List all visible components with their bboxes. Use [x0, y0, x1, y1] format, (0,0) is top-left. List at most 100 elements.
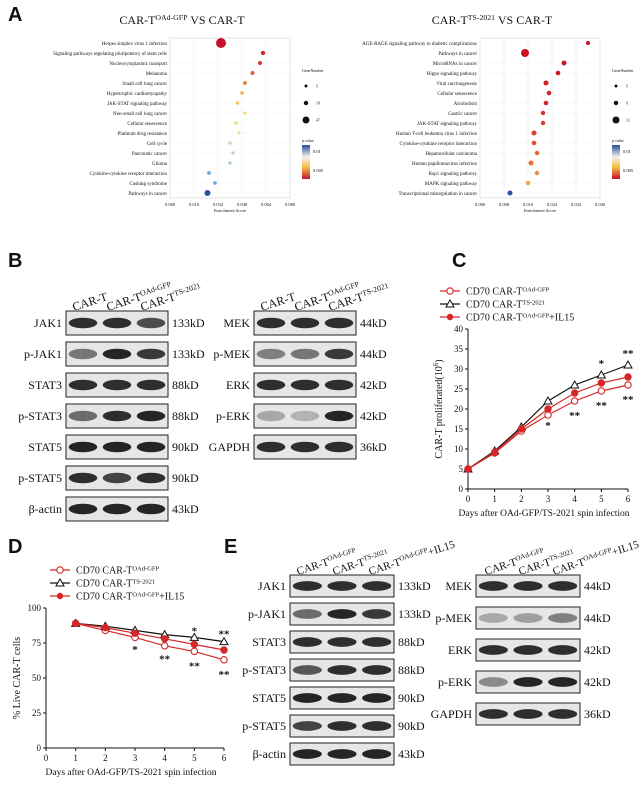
- left-plot-dot: [213, 181, 217, 185]
- blot-b-right-band: [290, 317, 320, 329]
- right-plot-dot: [531, 140, 537, 146]
- chart-c-point: [624, 373, 632, 381]
- chart-d-point: [160, 635, 169, 643]
- chart-c-xtick-label: 3: [546, 494, 551, 504]
- blot-b-right-band: [256, 441, 286, 453]
- blot-e-left-band: [362, 693, 392, 703]
- chart-d-ytick-label: 75: [32, 638, 42, 648]
- right-plot-term-label: Hippo signaling pathway: [427, 72, 478, 77]
- blot-b-left-protein-label: β-actin: [29, 502, 62, 516]
- right-plot-term-label: MicroRNAs in cancer: [433, 62, 477, 67]
- chart-c-ytick-label: 30: [454, 364, 464, 374]
- blot-b-left-protein-label: STAT3: [28, 378, 62, 392]
- chart-c-significance: **: [623, 394, 635, 406]
- right-plot-dot: [546, 90, 552, 96]
- chart-d-xtick-label: 2: [103, 753, 108, 763]
- blot-e-left-band: [362, 721, 392, 731]
- left-plot-legend-size: 10: [316, 101, 320, 106]
- chart-d-point: [160, 642, 169, 650]
- chart-d-legend-label: CD70 CAR-TTS-2021: [76, 578, 155, 590]
- left-plot-xtick: 0.000: [165, 202, 176, 207]
- right-plot-term-label: Pathways in cancer: [438, 52, 477, 57]
- right-plot-legend-dot: [614, 84, 618, 88]
- right-plot-dot: [521, 49, 529, 57]
- blot-e-right-protein-label: MEK: [445, 579, 472, 593]
- left-plot-term-label: Herpes simplex virus 1 infection: [102, 42, 168, 47]
- blot-e-right-box: [475, 606, 581, 630]
- right-plot-term-label: Viral carcinogenesis: [436, 82, 477, 87]
- blot-b-right: MEK 44kD p-MEK 44kD ERK 42kD p-ERK 42kD GAPDH 36k…: [209, 310, 387, 460]
- chart-c-legend-marker: [446, 287, 454, 295]
- blot-b-left-kd-label: 90kD: [172, 440, 199, 454]
- blot-e-left-band: [362, 749, 392, 759]
- blot-e-right-band: [548, 709, 578, 719]
- chart-d-significance: **: [189, 661, 201, 673]
- blot-e-left-band: [362, 581, 392, 591]
- left-plot-term-label: Melanoma: [146, 72, 168, 77]
- left-plot-term-label: Cytokine-cytokine receptor interaction: [90, 172, 168, 177]
- blot-b-right-band: [324, 317, 354, 329]
- left-plot-xtick: 0.080: [285, 202, 296, 207]
- blot-b-right-kd-label: 44kD: [360, 316, 387, 330]
- chart-d-xtick-label: 6: [222, 753, 227, 763]
- chart-d-xlabel: Days after OAd-GFP/TS-2021 spin infectio…: [46, 767, 217, 778]
- blot-b-right-band: [324, 441, 354, 453]
- chart-c-xlabel: Days after OAd-GFP/TS-2021 spin infectio…: [459, 508, 630, 519]
- right-plot-term-label: Hepatocellular carcinoma: [426, 152, 478, 157]
- left-plot-dot: [228, 161, 232, 165]
- chart-c-xtick-label: 4: [572, 494, 577, 504]
- blot-b-right-protein-label: MEK: [223, 316, 250, 330]
- blot-e-left-kd-label: 88kD: [398, 663, 425, 677]
- chart-d-point: [220, 646, 228, 654]
- blot-e-right-band: [478, 581, 508, 591]
- chart-d-point: [189, 632, 200, 641]
- panel-letter-d: D: [8, 536, 23, 558]
- blot-e-right-protein-label: p-MEK: [435, 611, 472, 625]
- blot-b-left-kd-label: 133kD: [172, 316, 205, 330]
- chart-c-point: [517, 425, 526, 433]
- right-plot-xtick: 0.040: [595, 202, 606, 207]
- chart-d-significance: **: [219, 628, 231, 640]
- blot-e-right-kd-label: 42kD: [584, 675, 611, 689]
- left-plot-term-label: JAK-STAT signaling pathway: [107, 102, 168, 107]
- chart-c-point: [597, 379, 606, 387]
- blot-e-right: MEK 44kD p-MEK 44kD ERK 42kD p-ERK 42kD GAPDH 36k…: [431, 574, 611, 726]
- left-plot-dot: [243, 111, 247, 115]
- blot-b-left-band: [102, 317, 132, 329]
- chart-d-point: [220, 656, 228, 664]
- left-plot-legend-dot: [304, 84, 308, 88]
- chart-c-ytick-label: 0: [459, 484, 464, 494]
- blot-e-left-band: [362, 665, 392, 675]
- blot-e-right-protein-label: ERK: [448, 643, 472, 657]
- chart-c-legend-label: CD70 CAR-TOAd-GFP+IL15: [466, 312, 574, 324]
- blot-e-left: JAK1 133kD p-JAK1 133kD STAT3 88kD p-STAT3 88kD…: [242, 574, 431, 766]
- blot-e-right-kd-label: 44kD: [584, 611, 611, 625]
- left-plot-dot: [260, 50, 266, 56]
- chart-c-point: [570, 389, 579, 397]
- right-plot-term-label: Human papillomavirus infection: [412, 162, 477, 167]
- left-plot-term-label: Non-small cell lung cancer: [113, 112, 167, 117]
- blot-e-left-protein-label: JAK1: [258, 579, 286, 593]
- chart-d-point: [131, 629, 139, 637]
- blot-e-left-band: [292, 609, 322, 619]
- chart-d-ytick-label: 50: [32, 673, 42, 683]
- blot-e-left-kd-label: 88kD: [398, 635, 425, 649]
- blot-e-right-band: [513, 677, 543, 687]
- chart-d-point: [190, 640, 199, 649]
- blot-b-right-band: [256, 410, 286, 422]
- chart-c-ytick-label: 35: [454, 344, 464, 354]
- chart-d-ylabel: % Live CAR-T cells: [12, 637, 23, 719]
- chart-d-ytick-label: 25: [32, 708, 42, 718]
- chart-d-series-line: [75, 622, 225, 651]
- left-plot-legend-size: 5: [316, 84, 318, 89]
- left-plot-colorbar: [302, 145, 310, 179]
- left-plot-dot: [235, 101, 240, 105]
- blot-e-left-band: [292, 693, 322, 703]
- right-plot-dot: [555, 70, 561, 76]
- chart-d-significance: **: [219, 669, 231, 681]
- chart-d-legend-marker: [56, 592, 64, 600]
- left-plot-dot: [243, 81, 247, 85]
- blot-b-right-protein-label: p-MEK: [213, 347, 250, 361]
- right-plot-legend-size: 12: [626, 118, 630, 123]
- right-plot-legend-size: 9: [626, 101, 628, 106]
